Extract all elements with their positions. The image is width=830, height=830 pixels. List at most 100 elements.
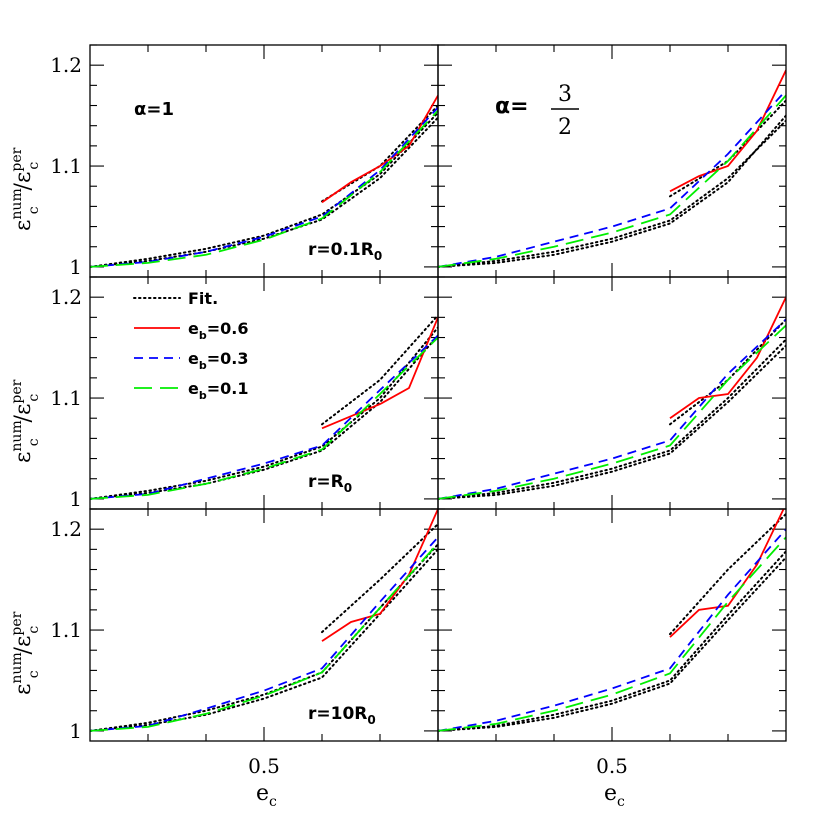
row-label-main: r=0.1R [308, 240, 374, 260]
x-axis-title-sub: c [269, 794, 277, 810]
legend-text: Fit. [188, 289, 218, 308]
y-axis-title: εnumc/εperc [9, 147, 42, 231]
series-line-fit [438, 556, 786, 732]
series-line-eb01 [438, 536, 786, 732]
y-axis-title: εnumc/εperc [9, 611, 42, 695]
series-line-fit [321, 104, 438, 203]
series-line-fit [669, 318, 786, 426]
legend-text-sub: b [199, 329, 207, 342]
y-title-slash: / [11, 646, 36, 654]
x-axis-title: ec [604, 781, 625, 810]
panel-ticks [438, 508, 786, 741]
panel-series [90, 509, 438, 732]
y-tick-label: 1.2 [50, 285, 82, 309]
series-line-eb06 [321, 509, 438, 642]
series-line-fit [438, 550, 786, 732]
y-title-sub-c: c [26, 438, 42, 446]
panel-r1-c2: α= 3 2 [437, 44, 787, 278]
y-title-sub-c2: c [26, 626, 42, 634]
y-title-sub-c: c [26, 670, 42, 678]
legend-text: e [188, 379, 199, 398]
series-line-fit [438, 344, 786, 500]
y-title-eps: ε [11, 452, 36, 463]
y-tick-label: 1.1 [50, 154, 82, 178]
y-title-sup-per: per [9, 611, 25, 635]
y-title-sup-per: per [9, 147, 25, 171]
panel-ticks [90, 508, 438, 741]
series-line-fit [321, 314, 438, 426]
series-line-fit [669, 513, 786, 636]
series-line-eb01 [438, 94, 786, 268]
series-line-fit [438, 114, 786, 268]
row-label-sub: 0 [344, 481, 352, 495]
alpha-frac-num: 3 [558, 82, 572, 107]
series-line-eb06 [669, 296, 786, 419]
series-line-fit [321, 523, 438, 634]
panel-frame [437, 508, 787, 742]
y-title-sub-c2: c [26, 394, 42, 402]
panel-r3-c2: 0.5 [437, 508, 787, 778]
y-title-eps: ε [11, 220, 36, 231]
panel-ticks [438, 276, 786, 509]
series-line-eb03 [90, 334, 438, 500]
y-tick-label: 1 [69, 255, 82, 279]
legend-label-eb03: eb=0.3 [188, 349, 248, 372]
legend-text: e [188, 349, 199, 368]
y-title-slash: / [11, 414, 36, 422]
series-line-fit [438, 119, 786, 268]
panel-r2-c1: 1 1.1 1.2 r=R0 [50, 276, 439, 511]
series-line-fit [90, 111, 438, 268]
series-line-eb03 [438, 528, 786, 732]
y-title-sub-c2: c [26, 162, 42, 170]
y-tick-label: 1.2 [50, 517, 82, 541]
legend-text-rest: =0.6 [207, 319, 249, 338]
panel-r1-c1: 1 1.1 1.2 r=0.1R0 α=1 [50, 44, 439, 279]
series-line-eb01 [90, 109, 438, 268]
series-line-eb03 [90, 106, 438, 268]
y-title-sub-c: c [26, 206, 42, 214]
legend-text-rest: =0.3 [207, 349, 249, 368]
row-label: r=10R0 [308, 704, 376, 727]
legend-text-sub: b [199, 359, 207, 372]
series-line-eb03 [438, 89, 786, 268]
y-title-slash: / [11, 182, 36, 190]
series-line-fit [438, 338, 786, 500]
legend-text-sub: b [199, 389, 207, 402]
panel-series [90, 314, 438, 500]
panel-frame [437, 276, 787, 510]
y-tick-label: 1 [69, 487, 82, 511]
x-axis-title-sub: c [617, 794, 625, 810]
panel-ticks [90, 276, 438, 509]
x-axis-title-main: e [604, 781, 617, 806]
legend-text: e [188, 319, 199, 338]
series-line-fit [90, 116, 438, 268]
x-axis-title: ec [256, 781, 277, 810]
panel-series [438, 69, 786, 268]
row-label-sub: 0 [367, 713, 375, 727]
y-title-sup-num: num [9, 188, 25, 219]
legend-label-eb01: eb=0.1 [188, 379, 248, 402]
series-line-fit [90, 326, 438, 500]
legend: Fit.eb=0.6eb=0.3eb=0.1 [133, 289, 248, 402]
y-tick-label: 1.2 [50, 53, 82, 77]
series-line-eb06 [321, 316, 438, 430]
legend-label-fit: Fit. [188, 289, 218, 308]
series-line-fit [90, 548, 438, 732]
y-axis-title: εnumc/εperc [9, 379, 42, 463]
y-title-sup-per: per [9, 379, 25, 403]
y-title-eps: ε [11, 684, 36, 695]
alpha-label: α= [495, 94, 529, 119]
series-line-fit [90, 334, 438, 500]
x-tick-label: 0.5 [248, 754, 280, 778]
legend-text-rest: =0.1 [207, 379, 249, 398]
panel-r3-c1: 1 1.1 1.2 0.5 r=10R0 [50, 508, 439, 778]
row-label-main: r=10R [308, 704, 367, 724]
panel-frame [89, 276, 439, 510]
row-label: r=R0 [308, 472, 352, 495]
panel-series [438, 296, 786, 500]
panel-series [90, 94, 438, 268]
y-title-eps2: ε [11, 404, 36, 415]
row-label-sub: 0 [374, 249, 382, 263]
legend-label-eb06: eb=0.6 [188, 319, 248, 342]
